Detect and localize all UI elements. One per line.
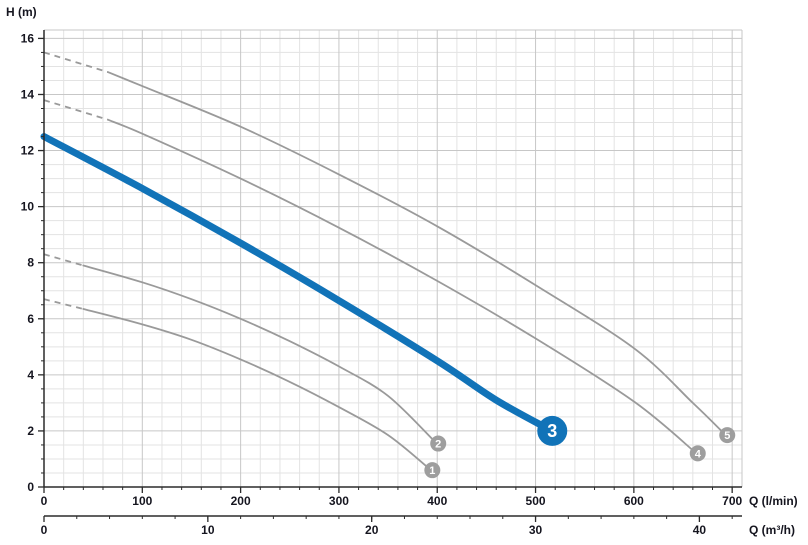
svg-text:500: 500 — [526, 494, 546, 508]
svg-text:400: 400 — [427, 494, 447, 508]
x-axis-secondary-title: Q (m³/h) — [749, 523, 795, 537]
svg-text:10: 10 — [201, 523, 215, 537]
curve-2 — [43, 253, 437, 443]
svg-text:20: 20 — [365, 523, 379, 537]
curve-badge-4: 4 — [689, 445, 706, 462]
svg-text:600: 600 — [624, 494, 644, 508]
curve-badge-1: 1 — [424, 462, 441, 479]
svg-text:700: 700 — [722, 494, 742, 508]
svg-text:10: 10 — [21, 200, 35, 214]
svg-text:12: 12 — [21, 144, 35, 158]
svg-text:6: 6 — [27, 312, 34, 326]
svg-text:0: 0 — [27, 480, 34, 494]
curve-badge-3: 3 — [537, 415, 568, 446]
svg-text:0: 0 — [41, 523, 48, 537]
y-axis-title: H (m) — [6, 5, 37, 19]
svg-text:1: 1 — [429, 465, 435, 477]
curve-3 — [40, 133, 553, 433]
svg-text:8: 8 — [27, 256, 34, 270]
x-axis-primary-title: Q (l/min) — [749, 494, 798, 508]
curve-badge-5: 5 — [719, 427, 736, 444]
svg-text:3: 3 — [547, 421, 557, 441]
svg-text:14: 14 — [21, 87, 35, 101]
svg-text:200: 200 — [231, 494, 251, 508]
grid — [44, 29, 743, 487]
curve-4 — [43, 99, 696, 453]
curve-badge-2: 2 — [430, 435, 447, 452]
svg-text:100: 100 — [132, 494, 152, 508]
svg-text:2: 2 — [435, 439, 441, 451]
svg-text:4: 4 — [27, 368, 34, 382]
svg-text:16: 16 — [21, 31, 35, 45]
svg-text:0: 0 — [41, 494, 48, 508]
svg-text:40: 40 — [693, 523, 707, 537]
curve-5 — [43, 51, 726, 435]
svg-text:2: 2 — [27, 424, 34, 438]
curve-1 — [43, 298, 431, 470]
svg-text:300: 300 — [329, 494, 349, 508]
svg-text:5: 5 — [724, 430, 730, 442]
secondary-axis: 0 10 20 30 40 — [41, 515, 742, 537]
svg-text:4: 4 — [695, 448, 702, 460]
svg-text:30: 30 — [529, 523, 543, 537]
